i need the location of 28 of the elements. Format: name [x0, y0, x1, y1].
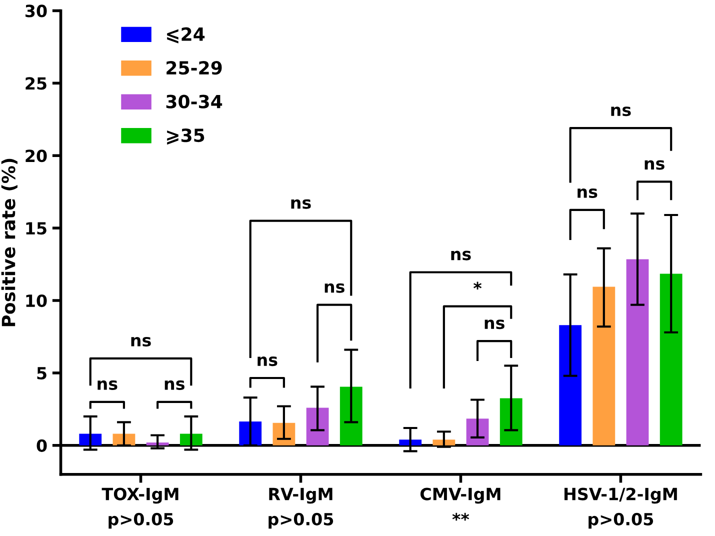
annotation: ns [98, 380, 118, 390]
annotation: ns [451, 250, 471, 260]
annotation: ns [131, 336, 151, 347]
y-tick-label: 15 [26, 222, 46, 235]
annotation: * [474, 282, 482, 290]
annotation: ns [644, 160, 664, 170]
y-tick-label: 25 [26, 77, 46, 90]
x-tick-label: CMV-IgM ** [420, 488, 500, 521]
y-tick-label: 0 [36, 439, 47, 452]
y-axis-title: Positive rate (%) [1, 158, 18, 326]
legend-label: ⩽24 [167, 27, 205, 44]
annotation: ns [484, 320, 504, 330]
annotation: ns [291, 199, 311, 209]
x-tick-label: RV-IgM p>0.05 [268, 488, 334, 529]
annotation: ns [611, 106, 631, 116]
annotation: ns [578, 188, 598, 198]
legend-label: ⩾35 [167, 128, 204, 145]
x-tick-label: HSV-1/2-IgM p>0.05 [564, 488, 677, 529]
legend-label: 25-29 [166, 61, 222, 75]
x-tick-label: TOX-IgM p>0.05 [102, 488, 178, 529]
annotation: ns [258, 356, 278, 366]
annotation: ns [324, 283, 344, 293]
y-tick-label: 20 [26, 150, 47, 162]
annotation: ns [164, 380, 184, 390]
y-tick-label: 10 [26, 294, 47, 308]
y-tick-label: 5 [37, 367, 46, 380]
legend-label: 30-34 [166, 94, 222, 108]
y-tick-label: 30 [26, 4, 47, 18]
